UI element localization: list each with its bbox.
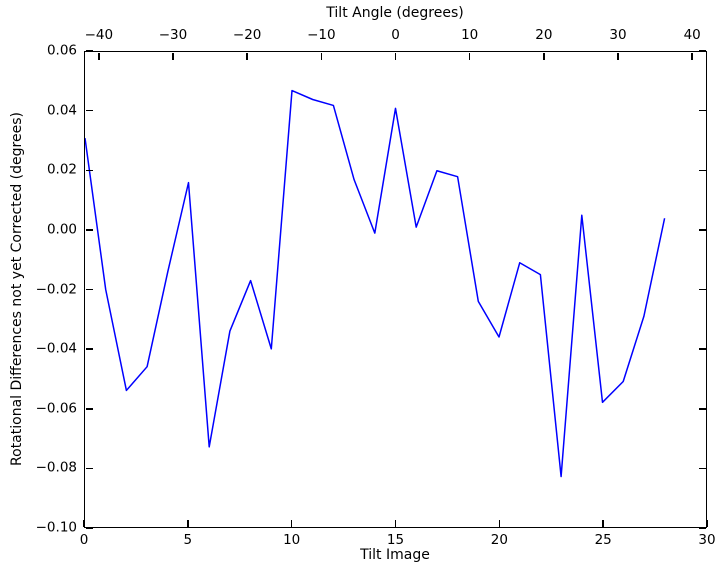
y-tick-mark-left [85,408,93,410]
y-tick-mark-left [85,109,93,112]
y-axis-title: Rotational Differences not yet Corrected… [9,112,25,466]
y-tick-mark-left [85,348,93,350]
data-series-line [85,91,665,477]
x-tick-mark [498,519,501,527]
top-tick-mark [691,52,693,60]
top-tick-label: −40 [84,27,114,43]
top-tick-mark [320,52,323,60]
x-tick-label: 5 [183,532,193,548]
y-tick-mark-right [698,109,706,112]
x-tick-label: 15 [386,532,405,548]
y-tick-mark-right [698,288,706,291]
x-tick-mark [602,519,604,527]
top-tick-mark [172,52,174,60]
y-tick-mark-left [85,169,93,171]
top-tick-label: 20 [535,27,553,43]
top-tick-label: 10 [461,27,479,43]
top-tick-mark [617,52,619,60]
x-tick-label: 10 [283,532,301,548]
top-tick-mark [394,52,397,60]
y-tick-label: 0.06 [46,42,77,59]
y-tick-mark-left [85,50,93,52]
top-tick-label: 30 [609,27,627,43]
top-tick-label: −20 [232,27,262,43]
top-tick-label: 40 [683,27,701,43]
x-tick-mark [83,519,85,527]
y-tick-mark-right [698,348,706,350]
y-tick-label: −0.08 [35,459,77,476]
y-tick-mark-right [698,50,706,52]
y-tick-mark-right [698,229,706,231]
top-tick-mark [543,52,545,60]
top-tick-label: −10 [307,27,336,43]
y-tick-label: 0.04 [46,101,77,118]
x-tick-label: 30 [698,532,716,548]
y-tick-label: −0.10 [35,519,77,536]
top-tick-mark [246,52,248,60]
y-tick-label: 0.02 [46,161,77,178]
line-chart [85,52,706,527]
x-tick-mark [187,519,189,527]
y-tick-label: −0.02 [35,280,77,297]
x-tick-mark [394,519,397,527]
plot-frame [84,51,707,528]
x-tick-label: 25 [594,532,612,548]
y-tick-mark-right [698,169,706,171]
y-tick-mark-left [85,229,93,231]
y-tick-mark-left [85,467,93,470]
y-tick-label: 0.00 [46,221,77,238]
y-tick-mark-right [698,527,706,529]
y-tick-mark-right [698,408,706,410]
top-tick-mark [98,52,100,60]
y-tick-mark-left [85,527,93,529]
top-tick-label: −30 [158,27,188,43]
top-tick-mark [468,52,471,60]
y-tick-mark-left [85,288,93,291]
y-tick-label: −0.06 [35,400,77,416]
x-tick-mark [290,519,293,527]
x-axis-title: Tilt Image [360,547,430,563]
top-axis-title: Tilt Angle (degrees) [326,5,464,21]
top-tick-label: 0 [391,27,400,43]
y-tick-mark-right [698,467,706,470]
y-tick-label: −0.04 [35,340,77,357]
x-tick-label: 20 [490,532,508,548]
x-tick-label: 0 [79,532,89,548]
x-tick-mark [706,519,708,527]
